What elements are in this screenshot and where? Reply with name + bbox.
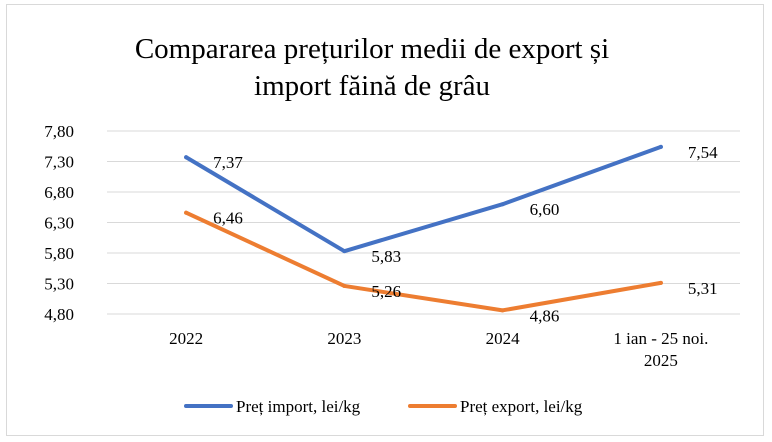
data-point (658, 144, 663, 149)
chart-title-line-2: import făină de grâu (254, 70, 490, 102)
data-point (184, 210, 189, 215)
data-label: 6,46 (213, 209, 243, 228)
data-point (342, 283, 347, 288)
chart-title-line-1: Compararea prețurilor medii de export și (135, 33, 609, 65)
y-tick-label: 5,30 (44, 275, 74, 294)
x-tick-label: 2025 (644, 351, 678, 370)
data-point (500, 308, 505, 313)
data-label: 5,83 (371, 247, 401, 266)
data-point (500, 202, 505, 207)
data-label: 7,37 (213, 153, 243, 172)
data-point (658, 280, 663, 285)
data-label: 5,31 (688, 279, 718, 298)
data-label: 5,26 (371, 282, 401, 301)
series-line-export (184, 210, 663, 313)
chart-frame (6, 4, 764, 436)
data-label: 4,86 (530, 306, 560, 325)
y-tick-label: 6,30 (44, 214, 74, 233)
y-tick-label: 6,80 (44, 183, 74, 202)
y-tick-label: 7,80 (44, 122, 74, 141)
x-tick-label: 2023 (327, 329, 361, 348)
y-tick-label: 4,80 (44, 305, 74, 324)
data-point (342, 249, 347, 254)
data-label: 7,54 (688, 143, 718, 162)
y-tick-label: 7,30 (44, 153, 74, 172)
x-tick-label: 2022 (169, 329, 203, 348)
data-label: 6,60 (530, 200, 560, 219)
x-tick-label: 1 ian - 25 noi. (613, 329, 708, 348)
legend-label: Preț export, lei/kg (460, 397, 583, 416)
series-line-import (184, 144, 663, 254)
x-tick-label: 2024 (486, 329, 521, 348)
legend-label: Preț import, lei/kg (236, 397, 361, 416)
data-point (184, 155, 189, 160)
y-tick-label: 5,80 (44, 244, 74, 263)
